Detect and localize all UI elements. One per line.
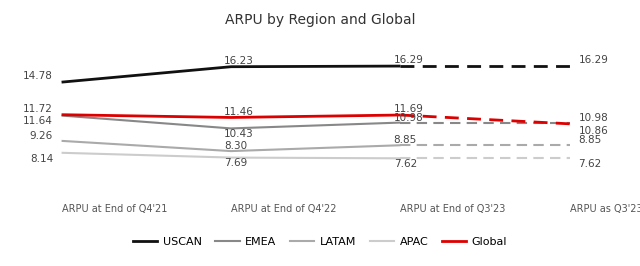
Text: ARPU as Q3'23 and 430M users: ARPU as Q3'23 and 430M users xyxy=(570,204,640,214)
Text: 8.85: 8.85 xyxy=(579,135,602,146)
Text: 9.26: 9.26 xyxy=(30,131,53,141)
Text: 10.98: 10.98 xyxy=(579,113,608,123)
Text: ARPU at End of Q4'21: ARPU at End of Q4'21 xyxy=(61,204,167,214)
Legend: USCAN, EMEA, LATAM, APAC, Global: USCAN, EMEA, LATAM, APAC, Global xyxy=(129,232,511,252)
Text: 10.43: 10.43 xyxy=(224,129,254,139)
Text: 11.64: 11.64 xyxy=(23,117,53,126)
Text: 14.78: 14.78 xyxy=(23,71,53,81)
Text: 10.98: 10.98 xyxy=(394,113,424,123)
Text: 16.29: 16.29 xyxy=(394,55,424,65)
Text: 11.72: 11.72 xyxy=(23,104,53,114)
Text: ARPU at End of Q4'22: ARPU at End of Q4'22 xyxy=(231,204,337,214)
Text: 7.62: 7.62 xyxy=(579,159,602,169)
Text: 7.62: 7.62 xyxy=(394,159,417,169)
Text: 7.69: 7.69 xyxy=(224,159,248,168)
Text: 16.23: 16.23 xyxy=(224,56,254,66)
Text: ARPU at End of Q3'23: ARPU at End of Q3'23 xyxy=(401,204,506,214)
Title: ARPU by Region and Global: ARPU by Region and Global xyxy=(225,13,415,27)
Text: 16.29: 16.29 xyxy=(579,55,608,65)
Text: 8.14: 8.14 xyxy=(30,154,53,164)
Text: 8.30: 8.30 xyxy=(224,141,248,151)
Text: 11.46: 11.46 xyxy=(224,107,254,117)
Text: 11.69: 11.69 xyxy=(394,104,424,114)
Text: 8.85: 8.85 xyxy=(394,135,417,146)
Text: 10.86: 10.86 xyxy=(579,126,608,136)
